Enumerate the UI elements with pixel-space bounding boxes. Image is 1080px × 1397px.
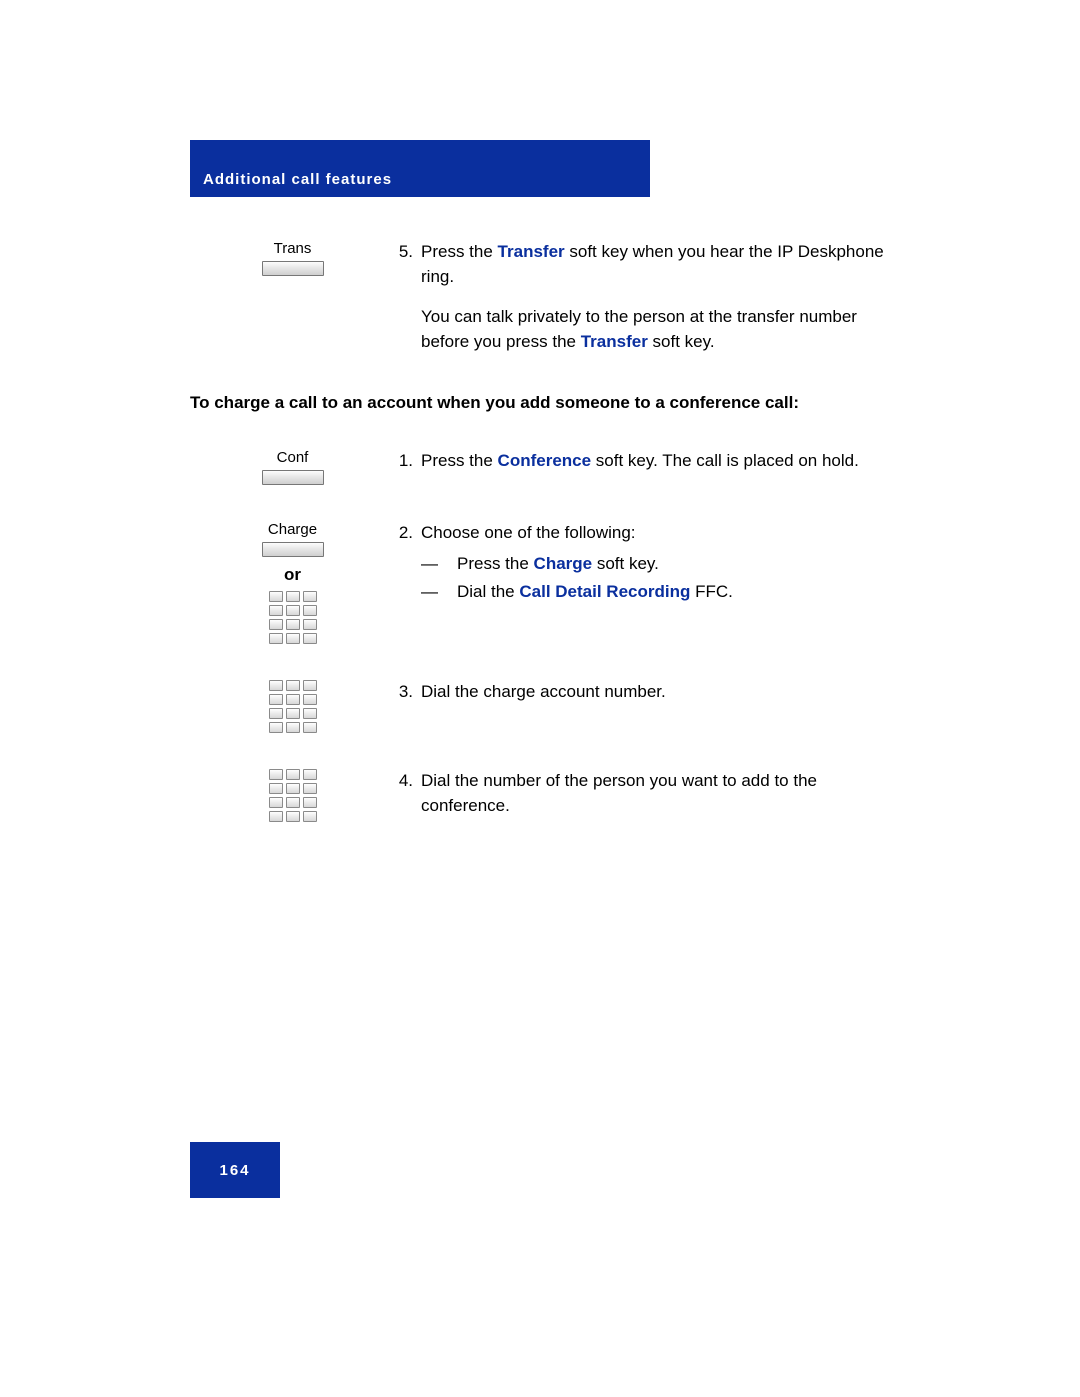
step-text: 3. Dial the charge account number. [395,680,890,705]
keypad-key-icon [286,811,300,822]
icon-column [190,769,395,822]
step-number: 1. [395,449,421,474]
conference-link: Conference [498,451,592,470]
softkey-label: Trans [274,240,312,257]
dash-bullet: — [421,552,457,577]
keypad-key-icon [269,769,283,780]
softkey-button-icon [262,261,324,276]
keypad-key-icon [269,619,283,630]
keypad-key-icon [269,811,283,822]
call-detail-recording-link: Call Detail Recording [519,582,690,601]
keypad-key-icon [269,680,283,691]
keypad-key-icon [269,708,283,719]
softkey-label: Charge [268,521,317,538]
step-number: 5. [395,240,421,265]
icon-column: Trans [190,240,395,276]
text-fragment: soft key. The call is placed on hold. [591,451,859,470]
footer-bar: 164 [190,1142,280,1198]
keypad-key-icon [303,633,317,644]
keypad-key-icon [286,797,300,808]
keypad-key-icon [286,619,300,630]
text-fragment: soft key. [592,554,659,573]
page-content: Trans 5. Press the Transfer soft key whe… [190,240,890,858]
step-text: 5. Press the Transfer soft key when you … [395,240,890,355]
keypad-key-icon [286,591,300,602]
keypad-key-icon [303,811,317,822]
keypad-key-icon [286,605,300,616]
keypad-key-icon [269,783,283,794]
keypad-key-icon [269,722,283,733]
step-number: 2. [395,521,421,546]
list-item: — Press the Charge soft key. [421,552,890,577]
softkey-label: Conf [277,449,309,466]
keypad-key-icon [286,708,300,719]
step-text: 2. Choose one of the following: — Press … [395,521,890,605]
dash-bullet: — [421,580,457,605]
icon-column [190,680,395,733]
softkey-conf: Conf [262,449,324,485]
header-title: Additional call features [203,171,392,188]
transfer-link: Transfer [581,332,648,351]
keypad-key-icon [269,633,283,644]
text-fragment: Dial the [457,582,519,601]
keypad-icon [269,591,317,644]
header-bar: Additional call features [190,140,650,197]
keypad-icon [269,769,317,822]
text-fragment: FFC. [690,582,733,601]
list-item: — Dial the Call Detail Recording FFC. [421,580,890,605]
softkey-trans: Trans [262,240,324,276]
keypad-key-icon [303,783,317,794]
text-fragment: Choose one of the following: [421,521,890,546]
keypad-key-icon [303,797,317,808]
step-number: 4. [395,769,421,794]
keypad-icon [269,680,317,733]
step-row: Conf 1. Press the Conference soft key. T… [190,449,890,485]
step-row: 4. Dial the number of the person you wan… [190,769,890,822]
text-fragment: Press the [457,554,534,573]
step-text: 4. Dial the number of the person you wan… [395,769,890,818]
keypad-key-icon [286,694,300,705]
or-label: or [284,565,301,585]
text-fragment: Press the [421,242,498,261]
document-page: Additional call features Trans 5. Press … [0,0,1080,1397]
keypad-key-icon [286,633,300,644]
icon-column: Conf [190,449,395,485]
keypad-key-icon [269,605,283,616]
softkey-button-icon [262,542,324,557]
keypad-key-icon [269,694,283,705]
step-row: Trans 5. Press the Transfer soft key whe… [190,240,890,355]
keypad-key-icon [303,769,317,780]
step-number: 3. [395,680,421,705]
keypad-key-icon [303,605,317,616]
step-row: Charge or 2. Choose one of the following… [190,521,890,644]
keypad-key-icon [269,591,283,602]
step-text: 1. Press the Conference soft key. The ca… [395,449,890,474]
keypad-key-icon [286,680,300,691]
keypad-key-icon [286,722,300,733]
keypad-key-icon [303,722,317,733]
text-fragment: Press the [421,451,498,470]
step-row: 3. Dial the charge account number. [190,680,890,733]
keypad-key-icon [286,783,300,794]
softkey-button-icon [262,470,324,485]
softkey-charge: Charge [262,521,324,557]
keypad-key-icon [303,619,317,630]
charge-link: Charge [534,554,593,573]
keypad-key-icon [286,769,300,780]
text-fragment: Dial the number of the person you want t… [421,769,890,818]
text-fragment: soft key. [648,332,715,351]
icon-column: Charge or [190,521,395,644]
transfer-link: Transfer [498,242,565,261]
keypad-key-icon [303,680,317,691]
text-fragment: Dial the charge account number. [421,680,890,705]
section-heading: To charge a call to an account when you … [190,391,850,416]
keypad-key-icon [303,694,317,705]
keypad-key-icon [303,591,317,602]
page-number: 164 [219,1162,250,1179]
keypad-key-icon [269,797,283,808]
keypad-key-icon [303,708,317,719]
